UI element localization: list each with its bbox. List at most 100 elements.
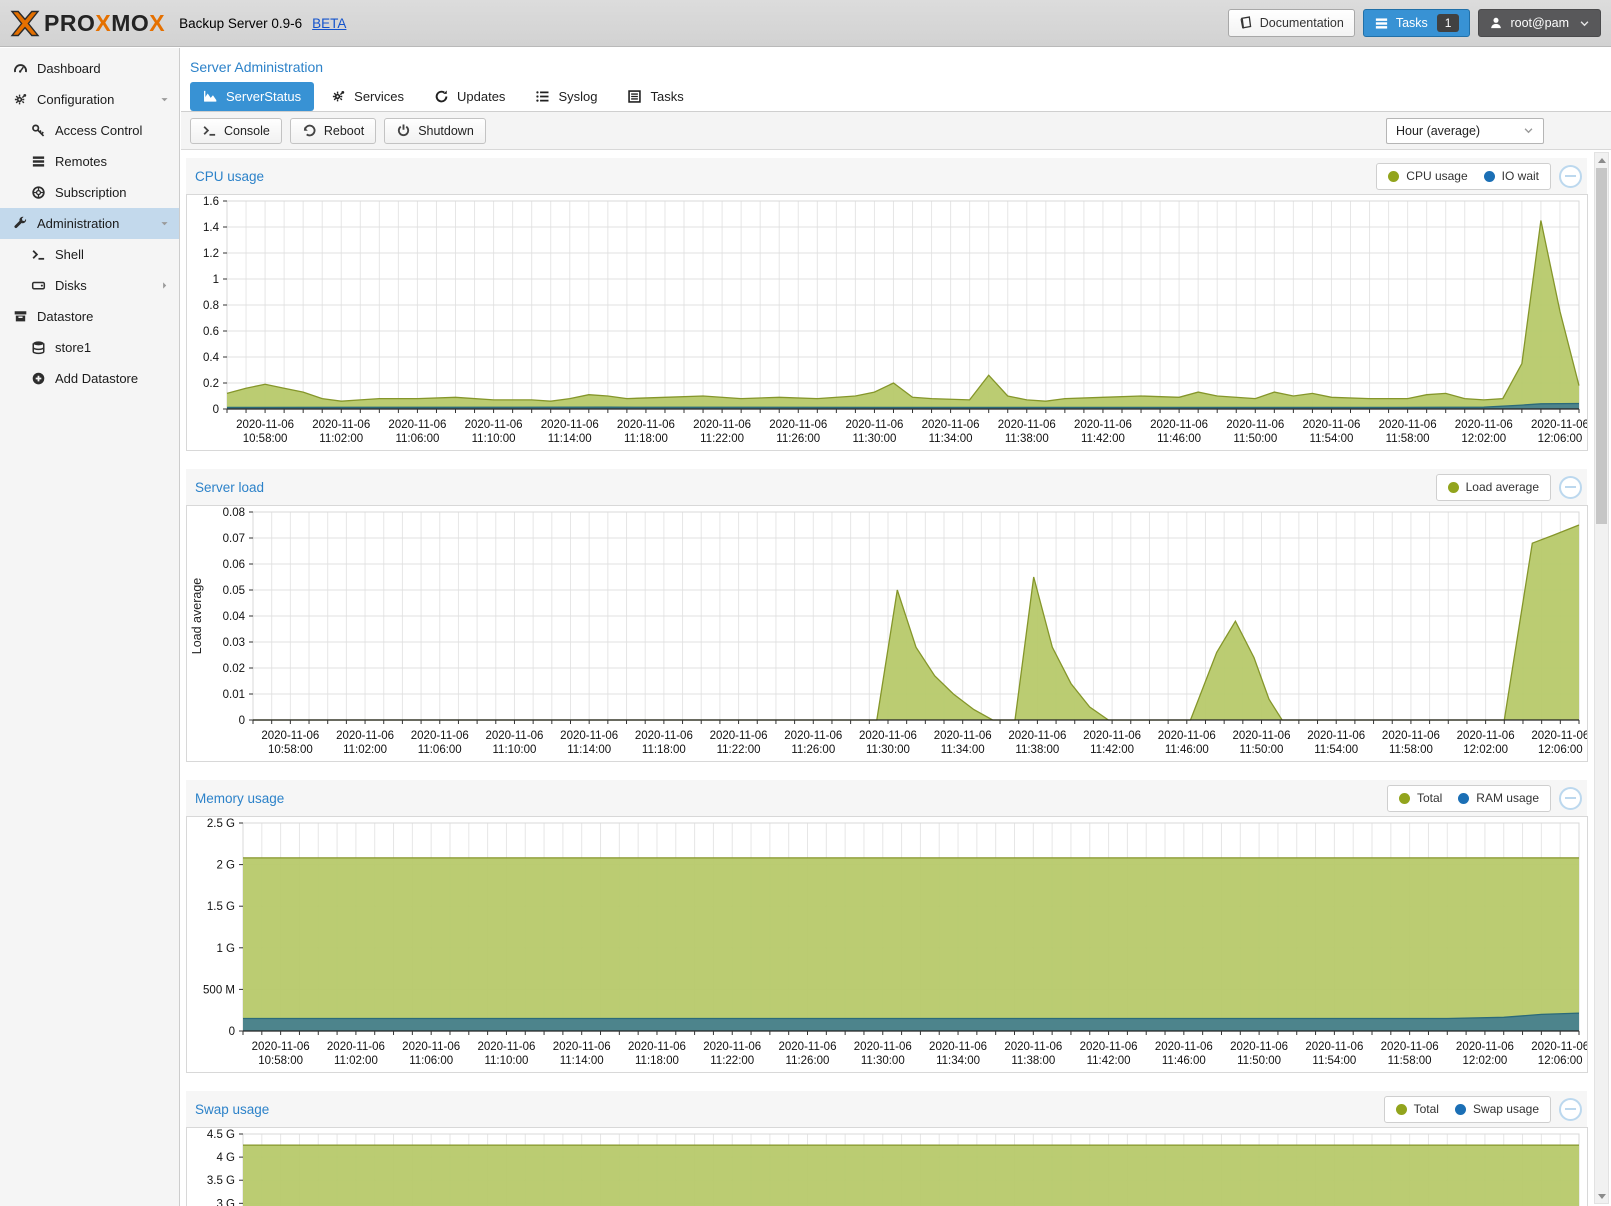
svg-text:11:10:00: 11:10:00: [484, 1055, 528, 1067]
svg-text:3 G: 3 G: [216, 1198, 235, 1206]
main-content: Server Administration ServerStatusServic…: [181, 48, 1611, 1206]
sidebar-item-subscription[interactable]: Subscription: [0, 177, 179, 208]
panel-server-load: Server loadLoad average00.010.020.030.04…: [186, 469, 1587, 762]
svg-text:2020-11-06: 2020-11-06: [411, 730, 469, 742]
chevron-right-icon[interactable]: [159, 280, 170, 291]
reboot-button[interactable]: Reboot: [290, 118, 376, 144]
chevron-down-icon[interactable]: [159, 94, 170, 105]
svg-text:2020-11-06: 2020-11-06: [1226, 419, 1284, 431]
legend-dot-icon: [1484, 171, 1495, 182]
book-icon: [1239, 16, 1253, 30]
legend-item-total[interactable]: Total: [1396, 1102, 1439, 1116]
legend-dot-icon: [1396, 1104, 1407, 1115]
svg-text:2020-11-06: 2020-11-06: [1305, 1041, 1363, 1053]
svg-text:11:38:00: 11:38:00: [1011, 1055, 1055, 1067]
collapse-panel-button[interactable]: [1559, 1098, 1582, 1121]
legend-item-io-wait[interactable]: IO wait: [1484, 169, 1539, 183]
panel-header: Memory usageTotalRAM usage: [186, 780, 1587, 816]
svg-text:2020-11-06: 2020-11-06: [1382, 730, 1440, 742]
sidebar-item-datastore[interactable]: Datastore: [0, 301, 179, 332]
chart-body: 00.010.020.030.040.050.060.070.082020-11…: [186, 505, 1588, 762]
sidebar-item-configuration[interactable]: Configuration: [0, 84, 179, 115]
chevron-down-icon[interactable]: [159, 218, 170, 229]
svg-text:11:22:00: 11:22:00: [717, 744, 761, 756]
svg-text:2020-11-06: 2020-11-06: [1379, 419, 1437, 431]
sidebar-item-add-datastore[interactable]: Add Datastore: [0, 363, 179, 394]
svg-text:11:22:00: 11:22:00: [710, 1055, 754, 1067]
svg-text:10:58:00: 10:58:00: [258, 1055, 303, 1067]
tab-serverstatus[interactable]: ServerStatus: [190, 82, 314, 111]
swap-usage-chart: 0500 M1 G1.5 G2 G2.5 G3 G3.5 G4 G4.5 G20…: [187, 1128, 1587, 1206]
documentation-button[interactable]: Documentation: [1228, 9, 1355, 37]
legend-item-swap-usage[interactable]: Swap usage: [1455, 1102, 1539, 1116]
svg-text:11:54:00: 11:54:00: [1314, 744, 1358, 756]
legend-item-ram-usage[interactable]: RAM usage: [1458, 791, 1539, 805]
tab-syslog[interactable]: Syslog: [522, 82, 610, 111]
panel-header: Swap usageTotalSwap usage: [186, 1091, 1587, 1127]
lifering-icon: [30, 185, 46, 200]
svg-text:2020-11-06: 2020-11-06: [929, 1041, 987, 1053]
scroll-down-button[interactable]: [1595, 1189, 1608, 1203]
svg-text:11:30:00: 11:30:00: [861, 1055, 905, 1067]
tab-tasks[interactable]: Tasks: [614, 82, 696, 111]
time-range-select[interactable]: Hour (average): [1386, 118, 1544, 144]
legend-item-load-average[interactable]: Load average: [1448, 480, 1539, 494]
svg-text:2020-11-06: 2020-11-06: [465, 419, 523, 431]
collapse-panel-button[interactable]: [1559, 787, 1582, 810]
beta-link[interactable]: BETA: [312, 16, 346, 31]
svg-text:1 G: 1 G: [216, 943, 235, 955]
svg-text:2020-11-06: 2020-11-06: [934, 730, 992, 742]
disk-icon: [30, 278, 46, 293]
key-icon: [30, 123, 46, 138]
vertical-scrollbar[interactable]: [1594, 152, 1609, 1204]
scroll-thumb[interactable]: [1596, 168, 1607, 524]
svg-text:2020-11-06: 2020-11-06: [388, 419, 446, 431]
svg-text:0.06: 0.06: [223, 559, 245, 571]
svg-text:11:50:00: 11:50:00: [1237, 1055, 1281, 1067]
svg-text:11:30:00: 11:30:00: [852, 433, 896, 445]
svg-text:4 G: 4 G: [216, 1152, 235, 1164]
collapse-panel-button[interactable]: [1559, 476, 1582, 499]
sidebar-item-administration[interactable]: Administration: [0, 208, 179, 239]
svg-text:11:06:00: 11:06:00: [395, 433, 439, 445]
cpu-usage-chart: 00.20.40.60.811.21.41.62020-11-0610:58:0…: [187, 195, 1587, 450]
collapse-panel-button[interactable]: [1559, 165, 1582, 188]
time-range-value: Hour (average): [1396, 124, 1480, 138]
svg-text:2020-11-06: 2020-11-06: [1230, 1041, 1288, 1053]
svg-text:11:06:00: 11:06:00: [409, 1055, 453, 1067]
svg-text:2020-11-06: 2020-11-06: [779, 1041, 837, 1053]
tab-updates[interactable]: Updates: [421, 82, 518, 111]
sidebar-item-store1[interactable]: store1: [0, 332, 179, 363]
svg-text:11:42:00: 11:42:00: [1087, 1055, 1131, 1067]
svg-text:2020-11-06: 2020-11-06: [236, 419, 294, 431]
sidebar-item-disks[interactable]: Disks: [0, 270, 179, 301]
user-icon: [1489, 16, 1503, 30]
sidebar-item-access-control[interactable]: Access Control: [0, 115, 179, 146]
shutdown-button[interactable]: Shutdown: [384, 118, 486, 144]
svg-text:2020-11-06: 2020-11-06: [769, 419, 827, 431]
svg-text:2020-11-06: 2020-11-06: [560, 730, 618, 742]
chart-legend: CPU usage IO wait: [1376, 163, 1551, 190]
panel-cpu-usage: CPU usageCPU usage IO wait 00.20.40.60.811…: [186, 158, 1587, 451]
tasks-button[interactable]: Tasks 1: [1363, 9, 1471, 37]
tab-services[interactable]: Services: [318, 82, 417, 111]
svg-text:2020-11-06: 2020-11-06: [1083, 730, 1141, 742]
sidebar-item-dashboard[interactable]: Dashboard: [0, 53, 179, 84]
sidebar-item-shell[interactable]: Shell: [0, 239, 179, 270]
legend-item-total[interactable]: Total: [1399, 791, 1442, 805]
legend-item-cpu-usage[interactable]: CPU usage: [1388, 169, 1467, 183]
svg-text:11:22:00: 11:22:00: [700, 433, 744, 445]
svg-text:2020-11-06: 2020-11-06: [1302, 419, 1360, 431]
scroll-up-button[interactable]: [1595, 153, 1608, 167]
svg-text:11:46:00: 11:46:00: [1165, 744, 1209, 756]
svg-text:2020-11-06: 2020-11-06: [998, 419, 1056, 431]
sidebar-item-remotes[interactable]: Remotes: [0, 146, 179, 177]
svg-text:11:42:00: 11:42:00: [1081, 433, 1125, 445]
chart-body: 0500 M1 G1.5 G2 G2.5 G3 G3.5 G4 G4.5 G20…: [186, 1127, 1588, 1206]
svg-text:500 M: 500 M: [203, 984, 235, 996]
panel-swap-usage: Swap usageTotalSwap usage0500 M1 G1.5 G2…: [186, 1091, 1587, 1206]
user-menu-button[interactable]: root@pam: [1478, 9, 1601, 37]
svg-text:11:14:00: 11:14:00: [560, 1055, 604, 1067]
svg-text:2020-11-06: 2020-11-06: [402, 1041, 460, 1053]
console-button[interactable]: Console: [190, 118, 282, 144]
